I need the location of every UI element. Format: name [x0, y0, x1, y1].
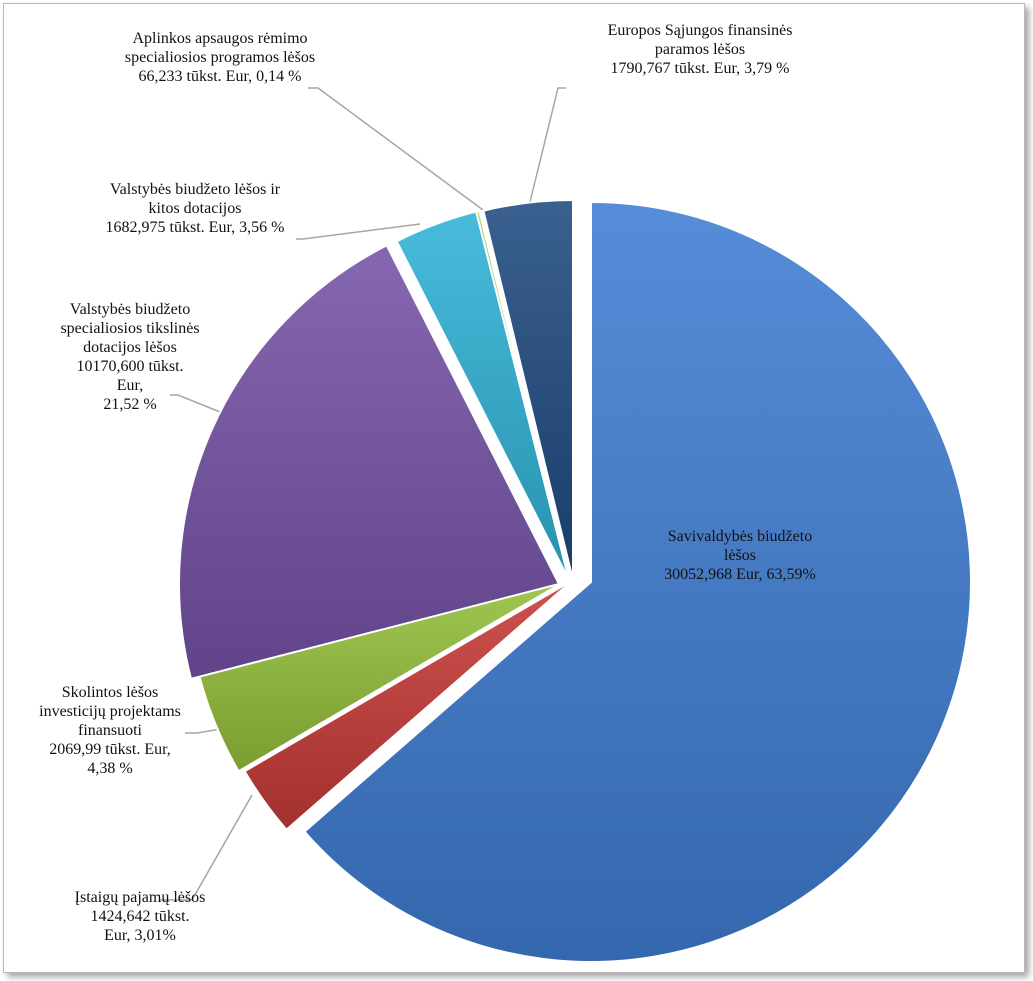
- slice-label: Aplinkos apsaugos rėmimo specialiosios p…: [124, 30, 316, 85]
- leader-line: [308, 87, 484, 211]
- pie-slice: [474, 209, 570, 581]
- leader-line: [296, 223, 421, 240]
- slice-label: Valstybės biudžeto lėšos ir kitos dotaci…: [105, 181, 285, 236]
- pie-slice: [178, 243, 561, 680]
- slice-label: Valstybės biudžeto specialiosios tikslin…: [60, 301, 200, 413]
- pie-slice: [243, 579, 574, 832]
- leader-line: [160, 794, 253, 901]
- slice-label: Europos Sąjungos finansinės paramos lėšo…: [607, 22, 793, 77]
- pie-slice: [482, 198, 574, 581]
- slice-label: Savivaldybės biudžeto lėšos 30052,968 Eu…: [664, 528, 816, 583]
- leader-line: [529, 87, 566, 203]
- slice-label: Skolintos lėšos investicijų projektams f…: [39, 684, 181, 777]
- pie-slices: [178, 198, 972, 963]
- slice-label: Įstaigų pajamų lėšos 1424,642 tūkst. Eur…: [74, 889, 206, 944]
- pie-slice: [303, 200, 972, 963]
